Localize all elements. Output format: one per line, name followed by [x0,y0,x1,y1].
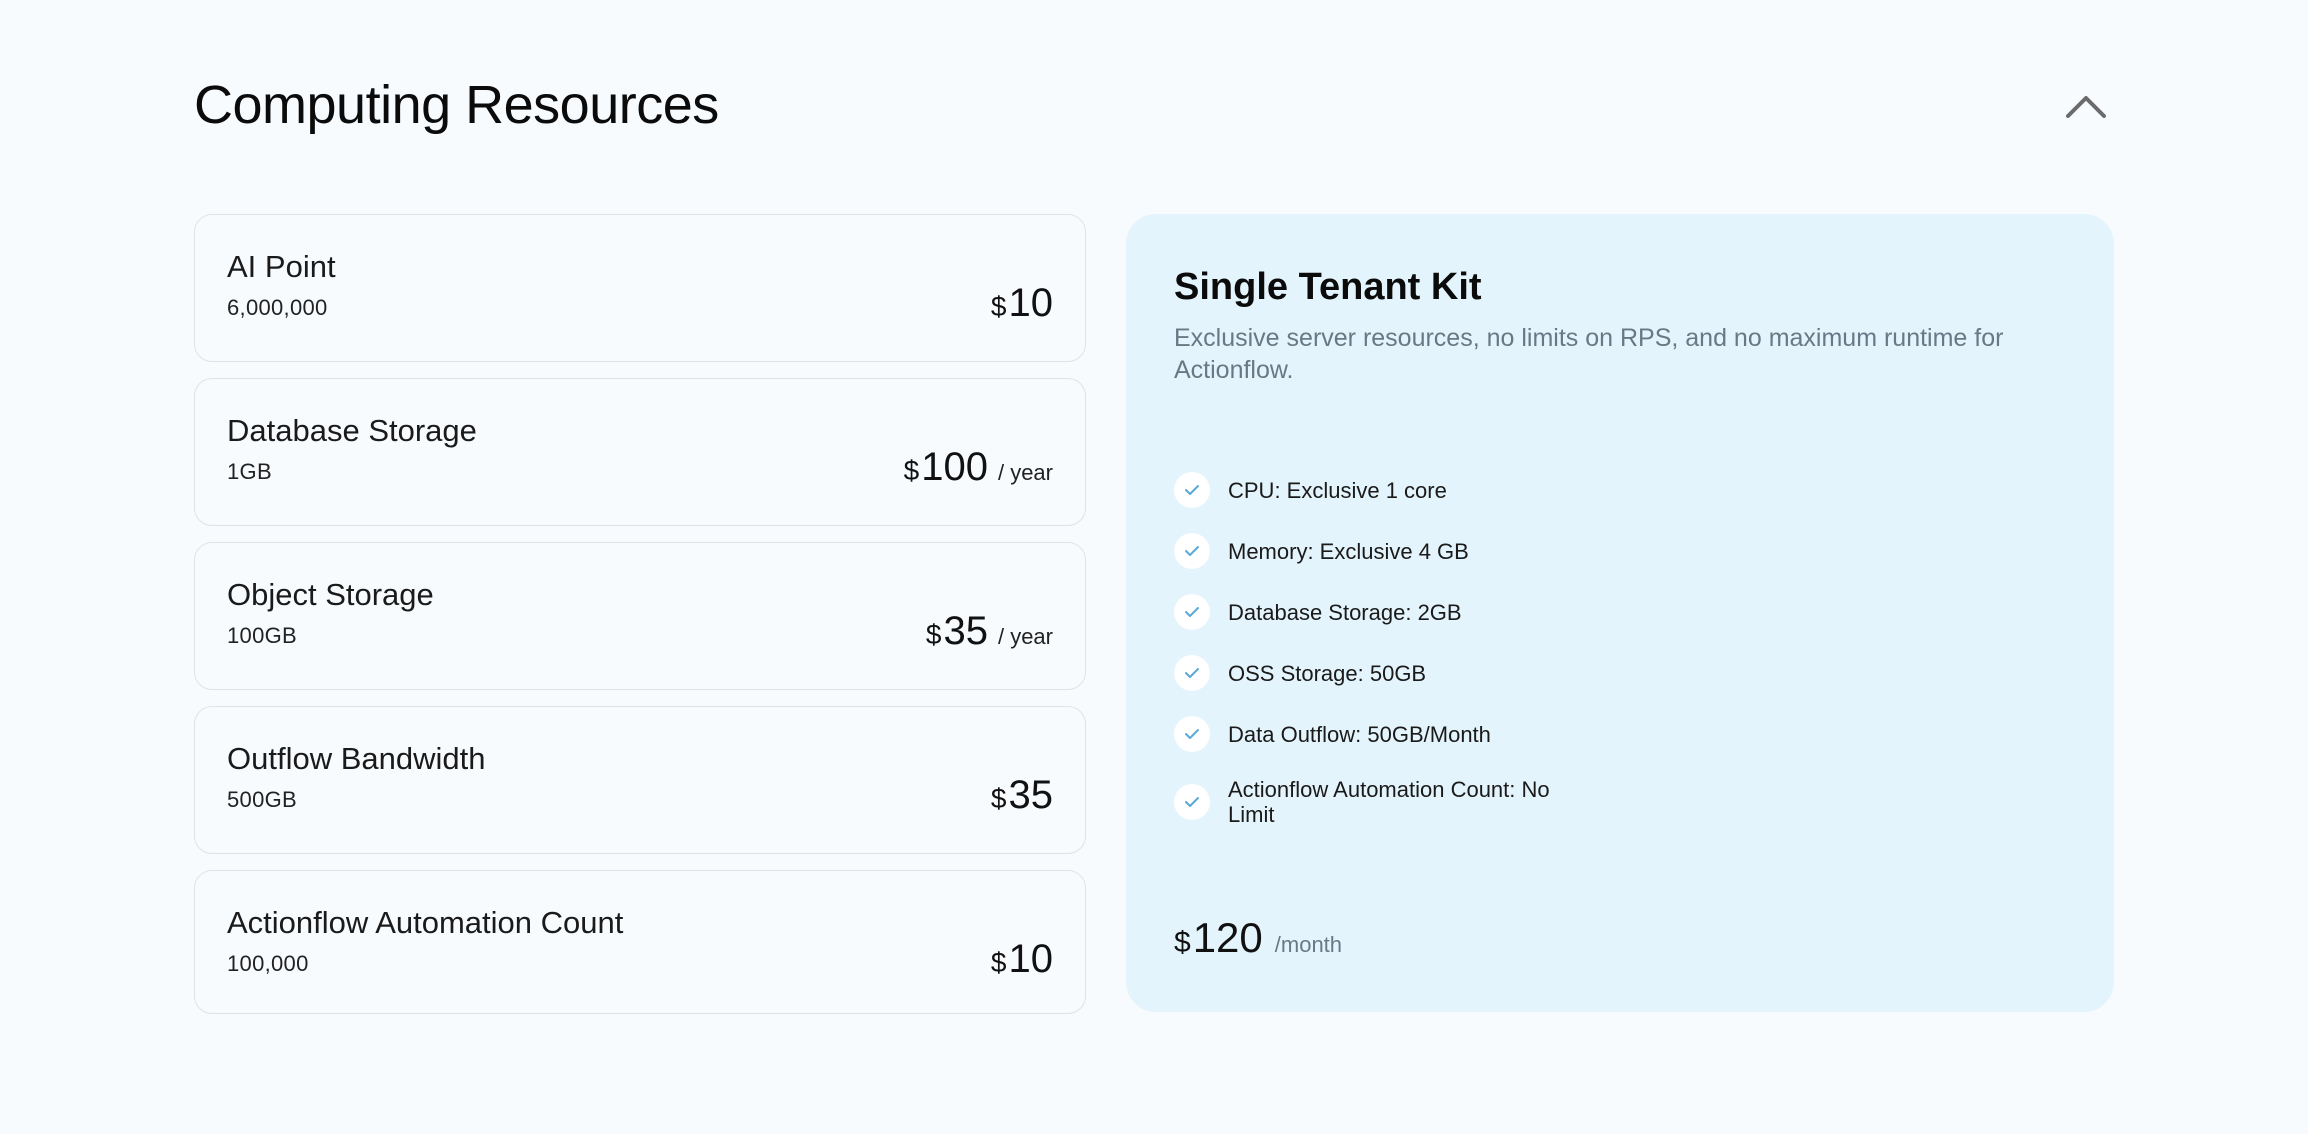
check-icon [1174,716,1210,752]
currency-symbol: $ [990,947,1007,978]
check-icon [1174,533,1210,569]
resource-card-object-storage[interactable]: Object Storage 100GB $ 35 / year [194,542,1086,690]
section-header: Computing Resources [194,70,2114,140]
section-title: Computing Resources [194,75,719,135]
kit-feature-text: OSS Storage: 50GB [1228,660,1427,686]
kit-price: $ 120 /month [1174,914,1342,962]
resource-name: Outflow Bandwidth [227,741,486,776]
resource-amount: 1GB [227,459,272,484]
resource-list: AI Point 6,000,000 $ 10 Database Storage… [194,214,1086,1030]
kit-feature-item: Database Storage: 2GB [1174,594,1874,630]
kit-feature-text: Database Storage: 2GB [1228,599,1462,625]
chevron-up-icon [2066,96,2106,118]
kit-feature-item: CPU: Exclusive 1 core [1174,472,1874,508]
kit-feature-text: Data Outflow: 50GB/Month [1228,721,1491,747]
currency-symbol: $ [1174,926,1191,959]
resource-name: Actionflow Automation Count [227,905,624,940]
kit-description: Exclusive server resources, no limits on… [1174,324,2004,384]
resource-amount: 6,000,000 [227,295,328,320]
kit-feature-text: Actionflow Automation Count: No Limit [1228,777,1550,827]
kit-feature-text: CPU: Exclusive 1 core [1228,477,1447,503]
collapse-toggle-button[interactable] [2058,78,2114,134]
resource-price: $ 10 [991,281,1053,326]
check-icon [1174,784,1210,820]
kit-feature-item: Memory: Exclusive 4 GB [1174,533,1874,569]
resource-price: $ 100 / year [904,445,1053,490]
currency-symbol: $ [903,455,920,486]
price-value: 120 [1192,914,1263,961]
single-tenant-kit-card[interactable]: Single Tenant Kit Exclusive server resou… [1126,214,2114,1012]
resource-name: Object Storage [227,577,434,612]
price-period: / year [997,624,1053,649]
resource-card-outflow-bandwidth[interactable]: Outflow Bandwidth 500GB $ 35 [194,706,1086,854]
resource-name: Database Storage [227,413,477,448]
resource-name: AI Point [227,249,336,284]
resource-amount: 100GB [227,623,297,648]
resource-card-actionflow-automation-count[interactable]: Actionflow Automation Count 100,000 $ 10 [194,870,1086,1014]
currency-symbol: $ [990,291,1007,322]
price-value: 10 [1008,281,1054,325]
check-icon [1174,472,1210,508]
check-icon [1174,655,1210,691]
computing-resources-section: Computing Resources AI Point 6,000,000 $… [194,0,2114,1134]
price-value: 10 [1008,937,1054,981]
resource-card-ai-point[interactable]: AI Point 6,000,000 $ 10 [194,214,1086,362]
kit-feature-item: OSS Storage: 50GB [1174,655,1874,691]
price-value: 35 [1008,773,1054,817]
price-period: /month [1274,932,1343,957]
kit-feature-item: Actionflow Automation Count: No Limit [1174,777,1874,827]
resource-amount: 100,000 [227,951,309,976]
resource-price: $ 10 [991,937,1053,982]
currency-symbol: $ [990,783,1007,814]
price-value: 35 [943,609,988,653]
price-period: / year [997,460,1053,485]
check-icon [1174,594,1210,630]
kit-feature-text: Memory: Exclusive 4 GB [1228,538,1469,564]
kit-feature-item: Data Outflow: 50GB/Month [1174,716,1874,752]
currency-symbol: $ [925,619,942,650]
resource-card-database-storage[interactable]: Database Storage 1GB $ 100 / year [194,378,1086,526]
resource-price: $ 35 / year [926,609,1053,654]
kit-feature-list: CPU: Exclusive 1 core Memory: Exclusive … [1174,472,1874,852]
resource-amount: 500GB [227,787,297,812]
kit-title: Single Tenant Kit [1174,266,1482,308]
price-value: 100 [921,445,988,489]
resource-price: $ 35 [991,773,1053,818]
